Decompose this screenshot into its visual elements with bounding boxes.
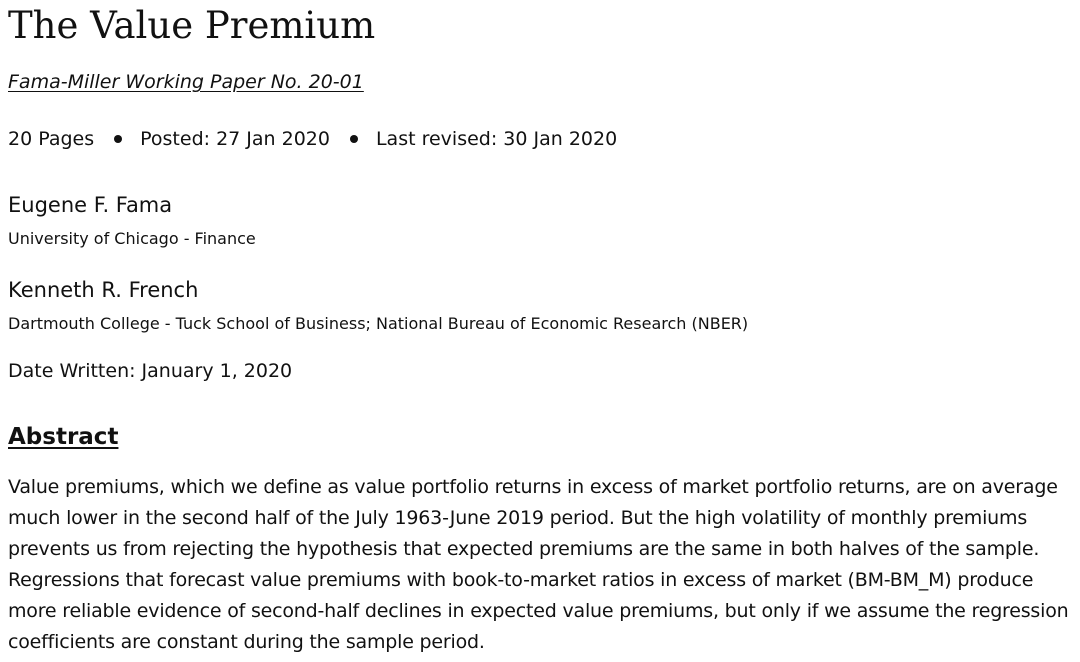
author-name[interactable]: Eugene F. Fama	[8, 193, 173, 217]
paper-meta: 20 Pages Posted: 27 Jan 2020 Last revise…	[8, 125, 617, 153]
paper-title: The Value Premium	[8, 4, 376, 47]
last-revised-date: Last revised: 30 Jan 2020	[375, 128, 618, 150]
author-affiliation: University of Chicago - Finance	[8, 229, 256, 248]
page-count: 20 Pages	[8, 128, 95, 150]
posted-date: Posted: 27 Jan 2020	[140, 128, 330, 150]
bullet-separator	[114, 135, 123, 143]
abstract-heading: Abstract	[8, 424, 119, 450]
date-written: Date Written: January 1, 2020	[8, 360, 293, 382]
author-affiliation: Dartmouth College - Tuck School of Busin…	[8, 314, 749, 333]
working-paper-series-link[interactable]: Fama-Miller Working Paper No. 20-01	[8, 71, 364, 93]
bullet-separator	[349, 135, 358, 143]
author-name[interactable]: Kenneth R. French	[8, 278, 199, 302]
abstract-text: Value premiums, which we define as value…	[8, 476, 1069, 653]
